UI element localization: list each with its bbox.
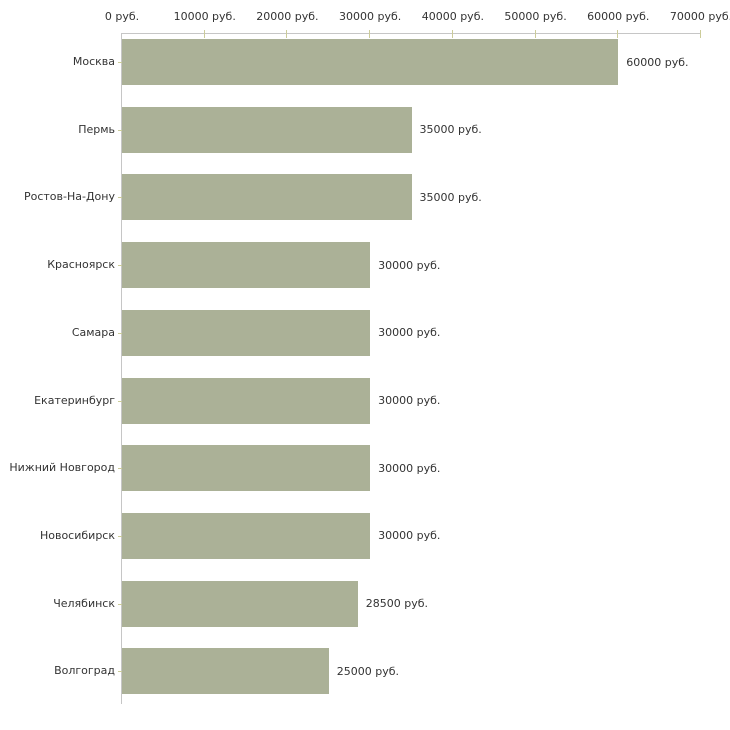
value-label: 35000 руб. [419, 190, 482, 204]
value-label: 30000 руб. [378, 529, 441, 543]
bar-row: Челябинск 28500 руб. [53, 580, 701, 627]
value-label: 35000 руб. [419, 123, 482, 137]
bar [122, 445, 371, 492]
bar-row: Нижний Новгород 30000 руб. [9, 445, 701, 492]
bar-row: Пермь 35000 руб. [78, 106, 701, 153]
plot-area: 0 руб. 10000 руб. 20000 руб. 30000 руб. 4000… [9, 10, 730, 704]
x-axis-tick-mark [369, 30, 371, 38]
bar [122, 174, 412, 221]
category-label: Нижний Новгород [9, 461, 115, 475]
category-label: Красноярск [47, 258, 115, 272]
x-axis-tick-label: 10000 руб. [173, 10, 236, 23]
value-label: 25000 руб. [336, 664, 400, 678]
x-axis-tick-label: 50000 руб. [504, 10, 567, 23]
value-label: 30000 руб. [378, 326, 441, 340]
value-label: 60000 руб. [626, 55, 689, 69]
x-axis-tick-mark [203, 30, 205, 38]
bar [122, 648, 329, 695]
x-axis-tick-label: 0 руб. [104, 10, 140, 23]
category-label: Пермь [78, 122, 115, 136]
bar [122, 580, 358, 627]
category-label: Новосибирск [39, 528, 115, 542]
bar-row: Красноярск 30000 руб. [47, 242, 701, 289]
y-axis-tick-mark [118, 265, 122, 267]
y-axis-tick-mark [118, 129, 122, 131]
bar-row: Волгоград 25000 руб. [54, 648, 701, 695]
x-axis-tick-label: 60000 руб. [587, 10, 650, 23]
category-label: Москва [72, 55, 115, 68]
category-label: Челябинск [53, 596, 115, 610]
bar-row: Ростов-На-Дону 35000 руб. [24, 174, 701, 221]
bar-row: Москва 60000 руб. [73, 39, 701, 85]
value-label: 30000 руб. [378, 258, 441, 272]
y-axis-tick-mark [118, 671, 122, 673]
x-axis-tick-mark [700, 30, 701, 38]
x-axis-tick-label: 70000 руб. [669, 10, 730, 23]
value-label: 30000 руб. [378, 461, 441, 475]
x-axis-tick-label: 30000 руб. [339, 10, 402, 23]
value-label: 30000 руб. [378, 394, 441, 407]
bar [122, 39, 619, 85]
bar-row: Самара 30000 руб. [72, 309, 701, 356]
y-axis-tick-mark [118, 535, 122, 537]
bar [122, 242, 371, 289]
y-axis-tick-mark [118, 62, 122, 63]
bar [122, 377, 371, 424]
x-axis-tick-mark [451, 30, 453, 38]
x-axis-tick-mark [286, 30, 288, 38]
bar [122, 512, 371, 559]
bar-row: Новосибирск 30000 руб. [40, 512, 701, 559]
y-axis-tick-mark [118, 197, 122, 199]
x-axis-tick-mark [617, 30, 619, 38]
y-axis-tick-mark [118, 332, 122, 334]
bar [122, 309, 371, 356]
category-label: Ростов-На-Дону [23, 190, 115, 204]
y-axis-tick-mark [118, 400, 122, 402]
bar [122, 106, 412, 153]
y-axis-tick-mark [118, 468, 122, 470]
category-label: Волгоград [54, 664, 115, 678]
x-axis-tick-mark [534, 30, 536, 38]
category-label: Екатеринбург [34, 393, 115, 407]
y-axis-tick-mark [118, 603, 122, 605]
category-label: Самара [71, 325, 115, 339]
x-axis-tick-label: 20000 руб. [256, 10, 319, 23]
x-axis-tick-label: 40000 руб. [421, 10, 484, 23]
value-label: 28500 руб. [365, 597, 428, 611]
bar-row: Екатеринбург 30000 руб. [34, 377, 701, 424]
